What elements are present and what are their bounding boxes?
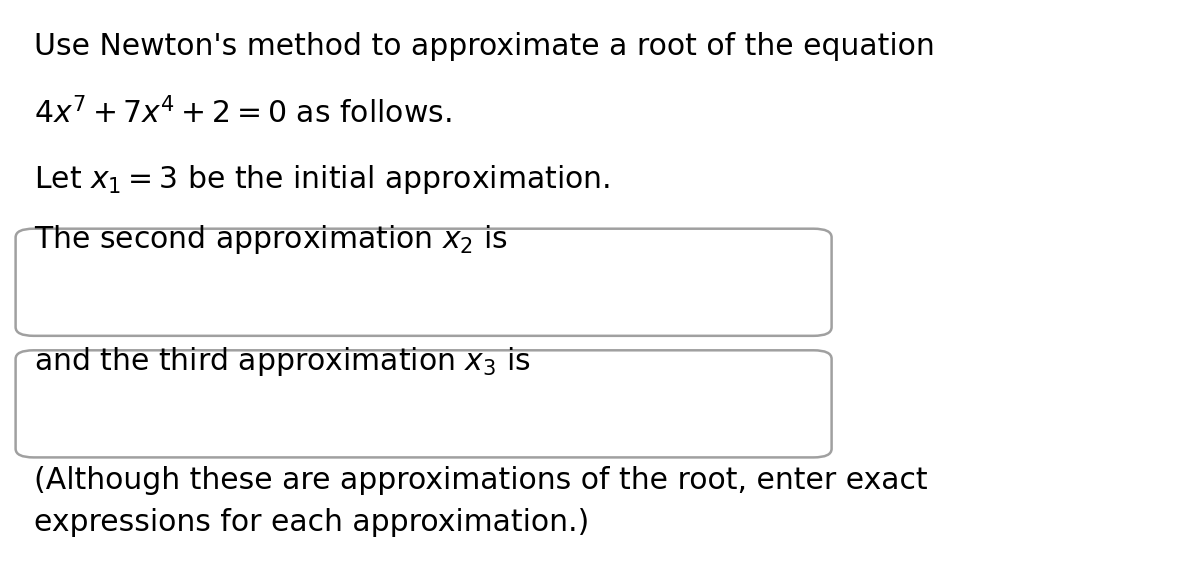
FancyBboxPatch shape (16, 350, 832, 457)
Text: Use Newton's method to approximate a root of the equation: Use Newton's method to approximate a roo… (34, 32, 935, 61)
FancyBboxPatch shape (16, 229, 832, 336)
Text: (Although these are approximations of the root, enter exact
expressions for each: (Although these are approximations of th… (34, 466, 928, 537)
Text: and the third approximation $x_3$ is: and the third approximation $x_3$ is (34, 345, 530, 378)
Text: Let $x_1 = 3$ be the initial approximation.: Let $x_1 = 3$ be the initial approximati… (34, 163, 610, 196)
Text: $4x^7 + 7x^4 + 2 = 0$ as follows.: $4x^7 + 7x^4 + 2 = 0$ as follows. (34, 97, 451, 129)
Text: The second approximation $x_2$ is: The second approximation $x_2$ is (34, 223, 508, 256)
